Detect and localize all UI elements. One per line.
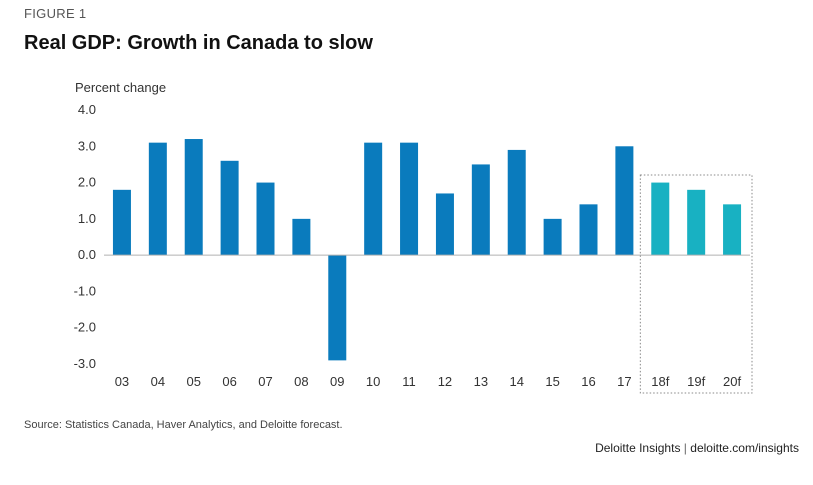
- y-tick-label: -3.0: [74, 356, 96, 371]
- x-axis-ticks: 03 04 05 06 07 08 09 10 11 12 13 14 15 16 17 18f 19f 20f: [115, 374, 742, 389]
- x-tick-label: 18f: [651, 374, 669, 389]
- x-tick-label: 14: [509, 374, 523, 389]
- branding: Deloitte Insights | deloitte.com/insight…: [595, 441, 799, 455]
- bar-10: [364, 142, 383, 256]
- bars: [112, 139, 742, 361]
- forecast-box: [639, 174, 753, 394]
- x-tick-label: 07: [258, 374, 272, 389]
- x-tick-label: 11: [402, 374, 416, 389]
- y-tick-label: -2.0: [74, 320, 96, 335]
- bar-15: [543, 218, 562, 256]
- x-tick-label: 05: [186, 374, 200, 389]
- bar-16: [579, 204, 598, 256]
- bar-20f: [723, 204, 742, 256]
- bar-19f: [687, 189, 706, 256]
- gdp-bar-chart: Percent change 4.0 3.0 2.0 1.0 0.0 -1.0 -2.0 -3…: [74, 80, 753, 394]
- y-tick-label: 3.0: [78, 138, 96, 153]
- bar-03: [112, 189, 131, 256]
- bar-11: [400, 142, 419, 256]
- bar-04: [148, 142, 167, 256]
- brand-separator: |: [683, 441, 687, 455]
- x-tick-label: 16: [581, 374, 595, 389]
- x-tick-label: 19f: [687, 374, 705, 389]
- bar-13: [471, 164, 490, 256]
- y-tick-label: 0.0: [78, 247, 96, 262]
- y-axis-ticks: 4.0 3.0 2.0 1.0 0.0 -1.0 -2.0 -3.0: [74, 102, 96, 371]
- x-tick-label: 08: [294, 374, 308, 389]
- bar-18f: [651, 182, 670, 256]
- source-note: Source: Statistics Canada, Haver Analyti…: [24, 419, 343, 431]
- x-tick-label: 12: [438, 374, 452, 389]
- bar-17: [615, 146, 634, 256]
- bar-07: [256, 182, 275, 256]
- y-tick-label: 2.0: [78, 175, 96, 190]
- bar-12: [435, 193, 454, 256]
- bar-08: [292, 218, 311, 256]
- x-tick-label: 20f: [723, 374, 741, 389]
- brand-url: deloitte.com/insights: [690, 441, 799, 455]
- y-tick-label: -1.0: [74, 283, 96, 298]
- x-tick-label: 17: [617, 374, 631, 389]
- chart-title: Real GDP: Growth in Canada to slow: [24, 32, 373, 54]
- bar-05: [184, 139, 203, 256]
- bar-09: [328, 255, 347, 361]
- x-tick-label: 15: [545, 374, 559, 389]
- x-tick-label: 09: [330, 374, 344, 389]
- x-tick-label: 04: [151, 374, 165, 389]
- forecast-region-box: [639, 174, 753, 394]
- brand-name: Deloitte Insights: [595, 441, 681, 455]
- x-tick-label: 03: [115, 374, 129, 389]
- bar-06: [220, 160, 239, 256]
- y-tick-label: 1.0: [78, 211, 96, 226]
- y-tick-label: 4.0: [78, 102, 96, 117]
- x-tick-label: 13: [474, 374, 488, 389]
- bar-14: [507, 149, 526, 256]
- x-tick-label: 10: [366, 374, 380, 389]
- y-axis-label: Percent change: [75, 80, 166, 95]
- x-tick-label: 06: [222, 374, 236, 389]
- figure-label: FIGURE 1: [24, 6, 87, 21]
